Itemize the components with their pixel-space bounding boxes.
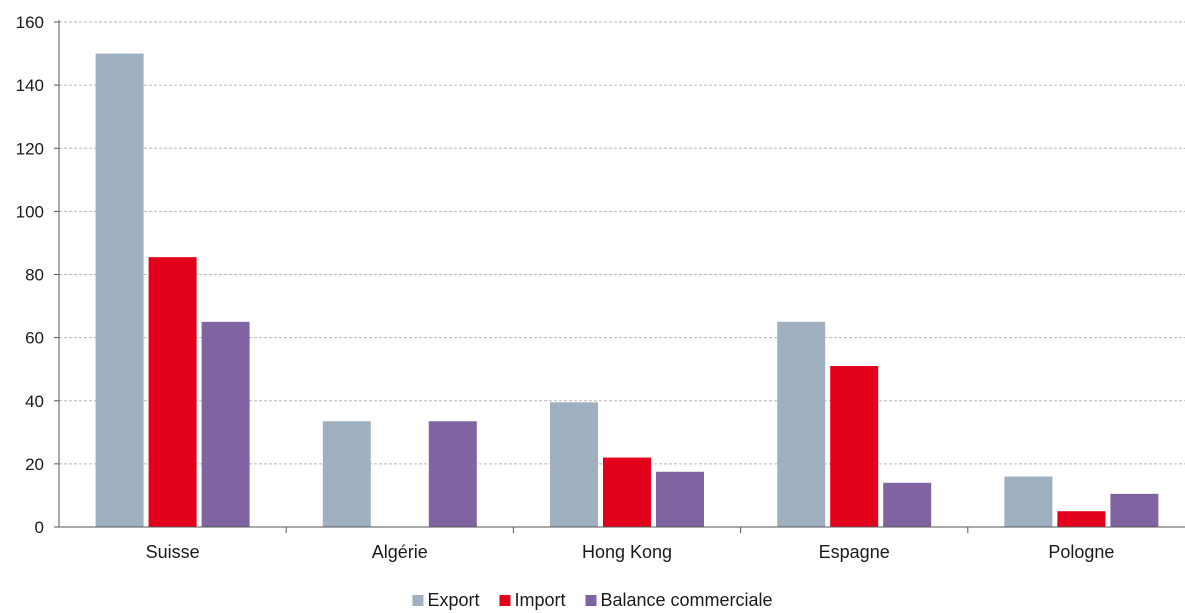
bar-export [95,53,144,527]
bar-import [830,366,879,527]
bar-balance-commerciale [883,482,932,527]
legend-label: Export [427,590,479,610]
x-category-label: Espagne [819,542,890,562]
bar-balance-commerciale [1110,493,1159,527]
legend-label: Balance commerciale [600,590,772,610]
bar-balance-commerciale [428,421,477,527]
legend: Export Import Balance commerciale [412,590,773,610]
bar-balance-commerciale [656,471,704,527]
y-tick-label: 100 [16,202,44,221]
x-category-label: Pologne [1048,542,1114,562]
bars [95,53,1159,528]
bar-import [603,457,651,527]
bar-import [1057,511,1106,527]
legend-label: Import [514,590,565,610]
y-tick-label: 140 [16,76,44,95]
bar-export [1004,476,1053,527]
legend-swatch [412,595,424,606]
x-category-label: Hong Kong [582,542,672,562]
bar-export [550,402,598,527]
legend-swatch [499,595,511,606]
legend-swatch [585,595,597,606]
y-tick-label: 160 [16,13,44,32]
y-tick-label: 40 [25,392,44,411]
y-tick-label: 80 [25,266,44,285]
y-tick-label: 0 [35,518,44,537]
x-category-label: Suisse [146,542,200,562]
axes: 0 20 40 60 80 100 120 140 160 Suisse Algérie Hong K… [16,13,1185,562]
bar-balance-commerciale [201,321,250,527]
y-tick-label: 60 [25,329,44,348]
bar-import [148,257,197,527]
bar-export [322,421,371,527]
y-tick-label: 120 [16,139,44,158]
x-category-label: Algérie [372,542,428,562]
bar-export [777,321,826,527]
y-tick-label: 20 [25,455,44,474]
